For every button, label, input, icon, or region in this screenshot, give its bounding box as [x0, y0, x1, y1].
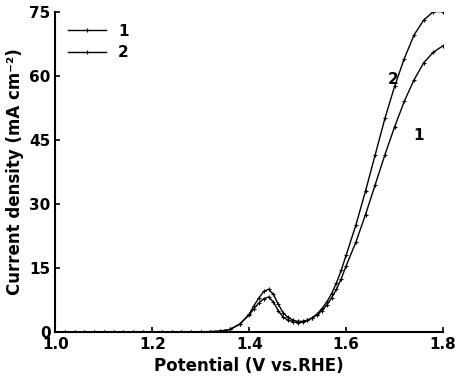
Y-axis label: Current density (mA cm⁻²): Current density (mA cm⁻²) — [6, 48, 24, 295]
2 — [53, 330, 58, 334]
1 — [431, 50, 436, 54]
Text: 1: 1 — [413, 128, 424, 143]
1 — [324, 303, 329, 307]
2 — [431, 9, 436, 14]
1 — [440, 43, 446, 48]
1 — [310, 315, 315, 320]
1 — [53, 330, 58, 334]
X-axis label: Potential (V vs.RHE): Potential (V vs.RHE) — [154, 357, 344, 375]
2 — [421, 18, 426, 22]
Line: 2: 2 — [53, 9, 445, 335]
2 — [324, 300, 329, 304]
Legend: 1, 2: 1, 2 — [63, 19, 134, 64]
1 — [207, 329, 213, 334]
Text: 2: 2 — [387, 72, 398, 87]
Line: 1: 1 — [53, 43, 445, 335]
1 — [159, 330, 165, 334]
2 — [310, 315, 315, 320]
2 — [198, 330, 204, 334]
2 — [207, 329, 213, 334]
1 — [198, 330, 204, 334]
2 — [440, 9, 446, 14]
2 — [159, 330, 165, 334]
